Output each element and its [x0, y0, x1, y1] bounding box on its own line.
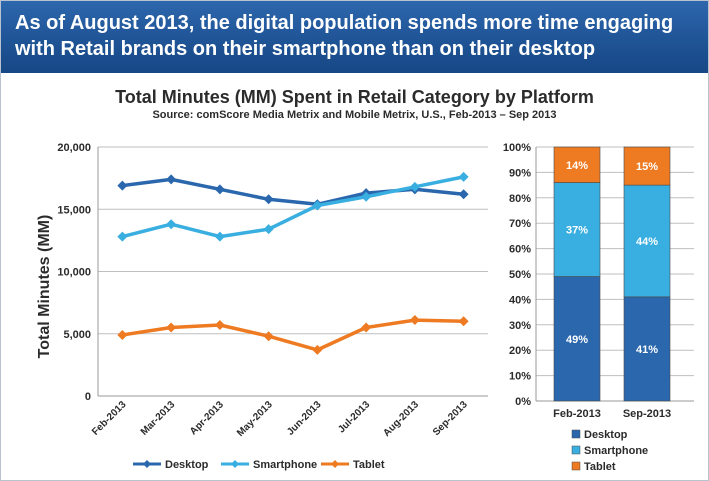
legend-label: Tablet — [584, 461, 616, 473]
legend-marker-desktop — [143, 460, 151, 468]
data-point-tablet — [166, 322, 177, 333]
headline-line-2: with Retail brands on their smartphone t… — [15, 38, 596, 60]
x-tick-label: Jul-2013 — [336, 399, 372, 435]
legend-label: Smartphone — [253, 459, 317, 471]
bar-segment-smartphone — [623, 184, 671, 298]
data-point-smartphone — [361, 191, 372, 202]
bar-value-label: 44% — [636, 236, 658, 248]
legend-swatch-desktop — [571, 429, 581, 439]
y-tick-label: 5,000 — [63, 329, 91, 341]
y-tick-label: 10,000 — [57, 267, 91, 279]
headline-line-1: As of August 2013, the digital populatio… — [15, 12, 674, 34]
legend-marker-smartphone — [231, 460, 239, 468]
data-point-smartphone — [117, 231, 128, 242]
bar-segment-tablet — [623, 146, 671, 186]
legend-marker-tablet — [331, 460, 339, 468]
legend-label: Desktop — [584, 429, 628, 441]
data-point-smartphone — [166, 219, 177, 230]
bar-segment-tablet — [553, 146, 601, 183]
data-point-tablet — [214, 320, 225, 331]
series-line-tablet — [122, 318, 464, 352]
data-point-desktop — [458, 189, 469, 200]
chart-subtitle: Source: comScore Media Metrix and Mobile… — [152, 109, 557, 121]
bar-value-label: 49% — [566, 334, 588, 346]
bar-segment-desktop — [553, 276, 601, 402]
bar-value-label: 41% — [636, 344, 658, 356]
bar-value-label: 15% — [636, 161, 658, 173]
data-point-desktop — [263, 194, 274, 205]
headline-banner: As of August 2013, the digital populatio… — [1, 1, 708, 73]
legend-swatch-smartphone — [571, 445, 581, 455]
bar-value-label: 14% — [566, 160, 588, 172]
x-tick-label: Apr-2013 — [188, 399, 226, 437]
bar-segment-desktop — [623, 296, 671, 402]
data-point-smartphone — [409, 181, 420, 192]
y-tick-label: 20% — [509, 345, 531, 357]
x-tick-label: Jun-2013 — [285, 399, 324, 438]
y-axis-title: Total Minutes (MM) — [36, 215, 53, 359]
data-point-tablet — [117, 329, 128, 340]
line-chart: 0 5,000 10,000 15,000 20,000 Total Minutes (M… — [36, 142, 488, 471]
data-point-tablet — [312, 344, 323, 355]
series-line-smartphone — [121, 175, 464, 239]
y-tick-label: 60% — [509, 244, 531, 256]
data-point-tablet — [263, 331, 274, 342]
data-point-tablet — [361, 322, 372, 333]
legend-swatch-tablet — [571, 461, 581, 471]
chart-title: Total Minutes (MM) Spent in Retail Categ… — [115, 87, 594, 107]
x-tick-label: Aug-2013 — [381, 399, 421, 439]
data-point-smartphone — [312, 200, 323, 211]
y-tick-label: 100% — [503, 142, 531, 154]
y-tick-label: 30% — [509, 320, 531, 332]
y-tick-label: 90% — [509, 167, 531, 179]
y-tick-label: 40% — [509, 294, 531, 306]
y-tick-label: 80% — [509, 193, 531, 205]
data-point-desktop — [214, 184, 225, 195]
y-tick-label: 70% — [509, 218, 531, 230]
x-tick-label: Sep-2013 — [623, 408, 671, 420]
x-tick-label: Mar-2013 — [139, 399, 178, 438]
x-tick-label: May-2013 — [235, 399, 275, 439]
bar-value-label: 37% — [566, 225, 588, 237]
y-tick-label: 0 — [85, 391, 91, 403]
data-point-desktop — [166, 174, 177, 185]
data-point-smartphone — [263, 224, 274, 235]
data-point-smartphone — [458, 171, 469, 182]
y-tick-label: 20,000 — [57, 142, 91, 154]
legend-label: Desktop — [165, 459, 209, 471]
x-tick-label: Feb-2013 — [90, 399, 129, 438]
stacked-bar-chart: 0% 10% 20% 30% 40% 50% 60% 70% 80% 90% 100% 49% 37% 1… — [503, 142, 694, 473]
x-tick-label: Feb-2013 — [553, 408, 601, 420]
data-point-smartphone — [214, 231, 225, 242]
y-tick-label: 0% — [515, 396, 531, 408]
y-tick-label: 15,000 — [57, 204, 91, 216]
x-tick-label: Sep-2013 — [431, 399, 470, 438]
y-tick-label: 10% — [509, 371, 531, 383]
legend-label: Tablet — [353, 459, 385, 471]
data-point-tablet — [409, 315, 420, 326]
y-tick-label: 50% — [509, 269, 531, 281]
data-point-tablet — [458, 316, 469, 327]
data-point-desktop — [117, 180, 128, 191]
legend-label: Smartphone — [584, 445, 648, 457]
